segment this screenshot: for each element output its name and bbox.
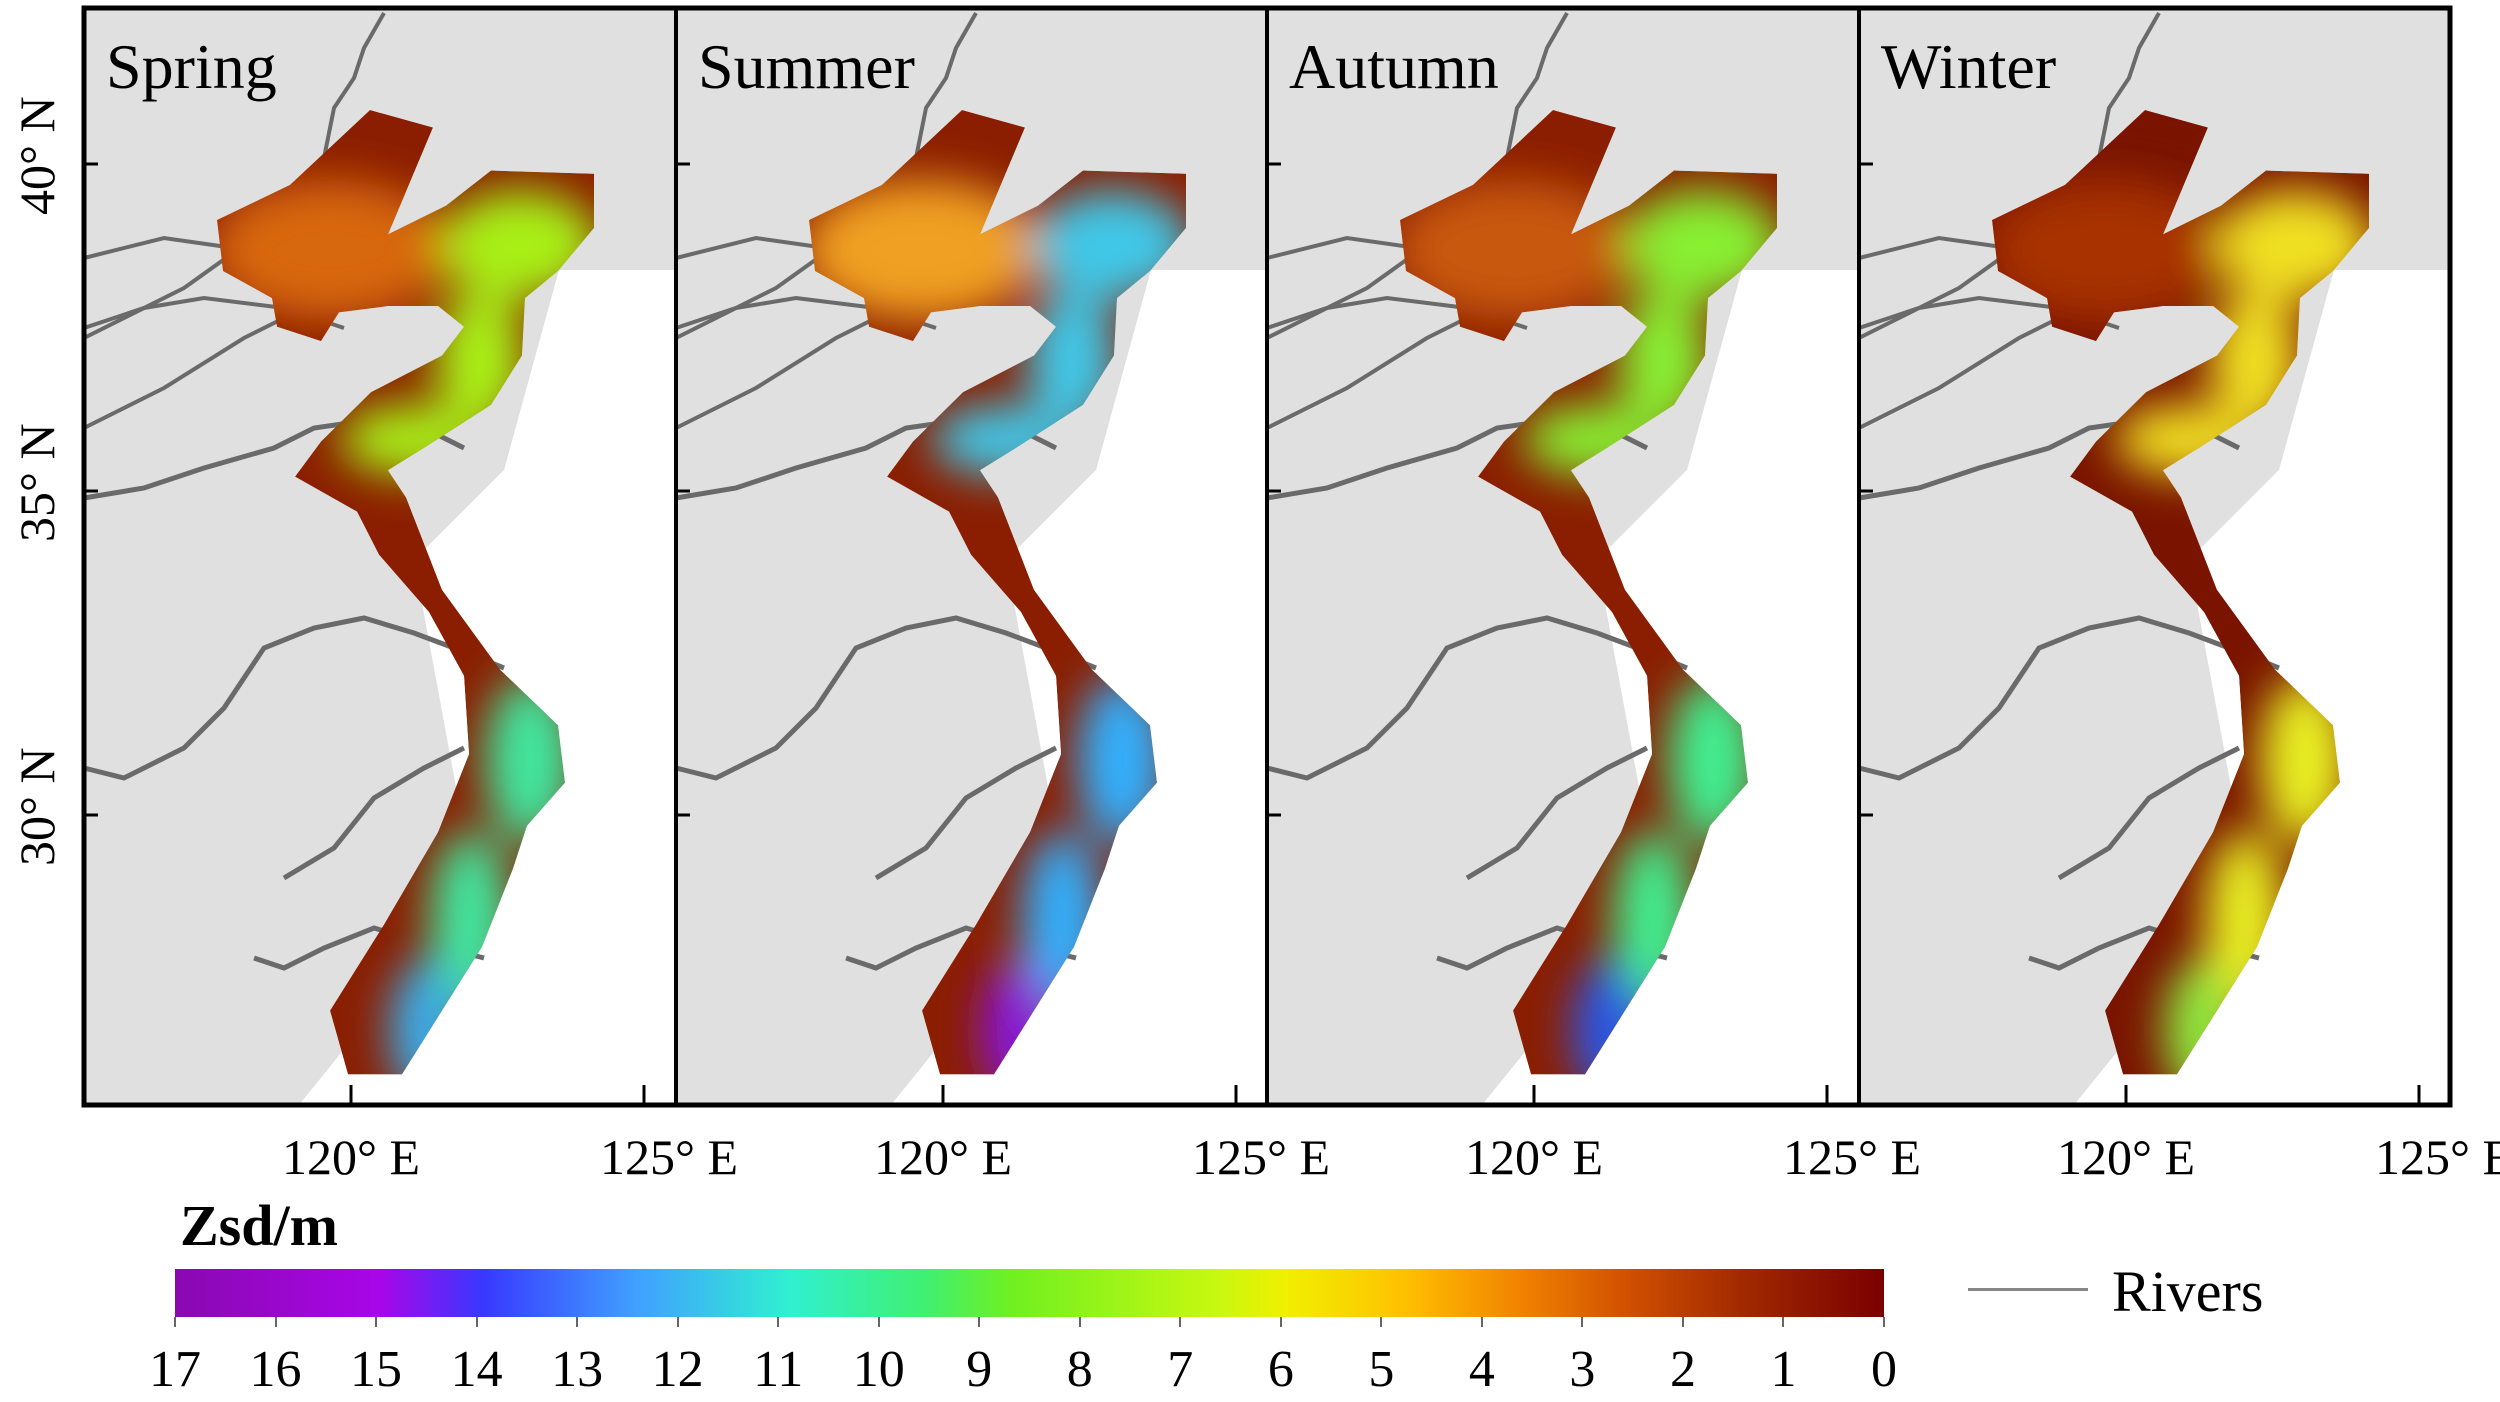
- colorbar-tick-label: 17: [149, 1341, 201, 1398]
- river-line: [282, 745, 466, 881]
- bohai-sea-zone: [1400, 180, 1633, 320]
- river-line: [1266, 615, 1688, 781]
- colorbar-tick: [1883, 1317, 1885, 1327]
- colorbar-tick: [1782, 1317, 1785, 1327]
- colorbar-tick: [375, 1317, 378, 1327]
- colorbar-tick-label: 14: [450, 1341, 503, 1398]
- lon-label: 120° E: [2056, 1129, 2196, 1185]
- rivers-legend-line: [1968, 1288, 2088, 1291]
- lon-label: 120° E: [281, 1129, 421, 1185]
- bohai-sea-zone: [1992, 180, 2225, 320]
- map-panel-autumn: [1265, 8, 1858, 1105]
- colorbar-tick-label: 13: [551, 1341, 604, 1398]
- colorbar-tick-label: 15: [350, 1341, 403, 1398]
- colorbar-tick: [978, 1317, 981, 1327]
- colorbar-tick-label: 9: [966, 1341, 993, 1398]
- river-line: [874, 745, 1058, 881]
- bohai-sea-zone: [217, 180, 450, 320]
- colorbar-tick-label: 6: [1267, 1341, 1294, 1398]
- season-label-autumn: Autumn: [1289, 31, 1499, 102]
- seasonal-map-panels: [81, 5, 2453, 1108]
- colorbar-tick: [1581, 1317, 1584, 1327]
- map-panel-winter: [1857, 8, 2450, 1105]
- colorbar-tick: [1380, 1317, 1383, 1327]
- map-panel-spring: [83, 8, 675, 1105]
- map-panel-summer: [674, 8, 1267, 1105]
- colorbar-title: Zsd/m: [180, 1193, 338, 1258]
- water-clarity-raster: [1400, 109, 1777, 1075]
- lon-label: 125° E: [1191, 1129, 1331, 1185]
- lon-label: 125° E: [599, 1129, 739, 1185]
- colorbar-tick: [877, 1317, 880, 1327]
- colorbar-tick-label: 2: [1669, 1341, 1696, 1398]
- colorbar-tick: [676, 1317, 679, 1327]
- colorbar-tick: [174, 1317, 176, 1327]
- colorbar: [175, 1269, 1884, 1317]
- colorbar-tick-label: 1: [1770, 1341, 1797, 1398]
- lon-label: 125° E: [1782, 1129, 1922, 1185]
- colorbar-tick: [1681, 1317, 1684, 1327]
- colorbar-tick: [777, 1317, 780, 1327]
- colorbar-tick: [576, 1317, 579, 1327]
- colorbar-tick-label: 5: [1368, 1341, 1395, 1398]
- colorbar-tick-label: 7: [1167, 1341, 1194, 1398]
- colorbar-tick-label: 4: [1468, 1341, 1495, 1398]
- colorbar-tick: [274, 1317, 277, 1327]
- colorbar-tick: [1078, 1317, 1081, 1327]
- lat-label-40n: 40° N: [9, 96, 65, 215]
- river-line: [83, 615, 505, 781]
- lon-label: 120° E: [1464, 1129, 1604, 1185]
- rivers-legend-label: Rivers: [2112, 1259, 2264, 1324]
- bohai-sea-zone: [809, 180, 1042, 320]
- season-label-summer: Summer: [698, 31, 915, 102]
- colorbar-tick-label: 16: [249, 1341, 302, 1398]
- colorbar-tick-label: 0: [1871, 1341, 1897, 1398]
- colorbar-tick-label: 3: [1569, 1341, 1596, 1398]
- colorbar-tick-label: 12: [651, 1341, 704, 1398]
- lon-label: 125° E: [2374, 1129, 2500, 1185]
- colorbar-tick: [1179, 1317, 1182, 1327]
- lat-label-35n: 35° N: [9, 423, 65, 542]
- river-line: [1858, 615, 2280, 781]
- river-line: [2057, 745, 2241, 881]
- colorbar-tick: [475, 1317, 478, 1327]
- colorbar-tick-label: 10: [852, 1341, 905, 1398]
- colorbar-tick: [1279, 1317, 1282, 1327]
- colorbar-tick: [1480, 1317, 1483, 1327]
- colorbar-tick-label: 8: [1066, 1341, 1093, 1398]
- river-line: [675, 615, 1097, 781]
- map-frame: [81, 5, 2453, 1108]
- colorbar-tick-label: 11: [753, 1341, 804, 1398]
- river-line: [1465, 745, 1649, 881]
- lon-label: 120° E: [873, 1129, 1013, 1185]
- season-label-spring: Spring: [106, 31, 277, 102]
- lat-label-30n: 30° N: [9, 747, 65, 866]
- season-label-winter: Winter: [1881, 31, 2057, 102]
